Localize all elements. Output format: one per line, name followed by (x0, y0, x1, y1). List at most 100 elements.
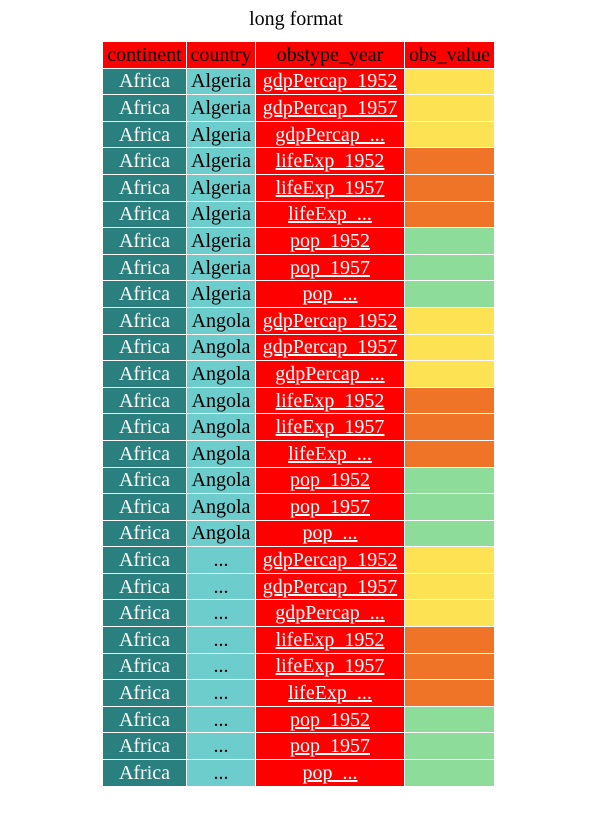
table-row: Africa Algeria lifeExp_1957 (102, 173, 495, 202)
cell-obs-value (404, 360, 495, 388)
cell-continent: Africa (102, 360, 187, 388)
cell-country: Angola (186, 413, 256, 441)
cell-continent: Africa (102, 732, 187, 761)
cell-obs-value (404, 253, 495, 282)
table-row: Africa Angola lifeExp_... (102, 439, 495, 468)
cell-country: ... (186, 572, 256, 601)
cell-continent: Africa (102, 253, 187, 282)
cell-continent: Africa (102, 386, 187, 415)
table-row: Africa... gdpPercap_1952 (102, 546, 495, 574)
cell-obs-value (404, 572, 495, 601)
cell-country: Algeria (186, 67, 256, 96)
cell-obstype-year: lifeExp_... (255, 200, 405, 229)
cell-obs-value (404, 386, 495, 415)
cell-continent: Africa (102, 626, 187, 654)
cell-obstype-year: lifeExp_... (255, 439, 405, 468)
cell-country: ... (186, 652, 256, 681)
table-row: Africa... lifeExp_1957 (102, 652, 495, 681)
cell-continent: Africa (102, 413, 187, 441)
table-row: Africa Angola pop_1952 (102, 466, 495, 495)
cell-continent: Africa (102, 493, 187, 521)
cell-continent: Africa (102, 679, 187, 707)
cell-obs-value (404, 652, 495, 681)
table-row: Africa... lifeExp_1952 (102, 626, 495, 654)
cell-continent: Africa (102, 546, 187, 574)
obstype-year-label: lifeExp_1952 (275, 628, 385, 651)
cell-obstype-year: lifeExp_1952 (255, 386, 405, 415)
header-country: country (186, 41, 256, 69)
cell-country: Angola (186, 519, 256, 548)
cell-country: Algeria (186, 147, 256, 175)
cell-country: Algeria (186, 280, 256, 308)
cell-obstype-year: pop_1957 (255, 253, 405, 282)
table-row: Africa... pop_... (102, 759, 495, 787)
cell-obstype-year: lifeExp_1957 (255, 173, 405, 202)
cell-country: Algeria (186, 200, 256, 229)
cell-country: ... (186, 599, 256, 628)
cell-continent: Africa (102, 227, 187, 255)
obstype-year-label: lifeExp_... (288, 682, 372, 705)
obstype-year-label: lifeExp_1957 (275, 416, 385, 439)
table-row: Africa Algeria lifeExp_... (102, 200, 495, 229)
cell-obstype-year: gdpPercap_... (255, 599, 405, 628)
cell-continent: Africa (102, 67, 187, 96)
cell-obstype-year: lifeExp_1957 (255, 413, 405, 441)
cell-obs-value (404, 413, 495, 441)
cell-obs-value (404, 67, 495, 96)
cell-obs-value (404, 626, 495, 654)
header-obstype-year: obstype_year (255, 41, 405, 69)
cell-obstype-year: gdpPercap_1957 (255, 94, 405, 122)
obstype-year-label: gdpPercap_1952 (262, 549, 398, 572)
cell-obs-value (404, 200, 495, 229)
table-row: Africa... gdpPercap_1957 (102, 572, 495, 601)
cell-obs-value (404, 599, 495, 628)
obstype-year-label: pop_... (302, 761, 358, 784)
table-row: Africa Angola gdpPercap_1952 (102, 306, 495, 335)
cell-obstype-year: pop_... (255, 759, 405, 787)
cell-continent: Africa (102, 173, 187, 202)
cell-obs-value (404, 546, 495, 574)
cell-continent: Africa (102, 306, 187, 335)
cell-obstype-year: lifeExp_1952 (255, 626, 405, 654)
table-row: Africa Angola gdpPercap_... (102, 360, 495, 388)
obstype-year-label: gdpPercap_... (275, 123, 385, 146)
cell-continent: Africa (102, 599, 187, 628)
obstype-year-label: gdpPercap_1957 (262, 336, 398, 359)
cell-obs-value (404, 120, 495, 149)
cell-obstype-year: lifeExp_1957 (255, 652, 405, 681)
cell-continent: Africa (102, 147, 187, 175)
obstype-year-label: lifeExp_1957 (275, 176, 385, 199)
obstype-year-label: gdpPercap_1952 (262, 70, 398, 93)
cell-obstype-year: gdpPercap_1952 (255, 67, 405, 96)
cell-obs-value (404, 439, 495, 468)
cell-obstype-year: gdpPercap_1957 (255, 333, 405, 362)
obstype-year-label: pop_... (302, 522, 358, 545)
cell-continent: Africa (102, 652, 187, 681)
cell-continent: Africa (102, 466, 187, 495)
header-continent: continent (102, 41, 187, 69)
table-row: Africa Algeria gdpPercap_1952 (102, 67, 495, 96)
obstype-year-label: lifeExp_... (288, 203, 372, 226)
cell-obs-value (404, 679, 495, 707)
cell-obstype-year: pop_... (255, 519, 405, 548)
cell-country: Angola (186, 439, 256, 468)
cell-country: Algeria (186, 253, 256, 282)
obstype-year-label: gdpPercap_1957 (262, 575, 398, 598)
table-row: Africa... pop_1952 (102, 705, 495, 734)
cell-country: Algeria (186, 94, 256, 122)
obstype-year-label: gdpPercap_1957 (262, 96, 398, 119)
table-row: Africa Algeria pop_1952 (102, 227, 495, 255)
obstype-year-label: pop_1957 (290, 256, 370, 279)
cell-obs-value (404, 759, 495, 787)
cell-country: ... (186, 546, 256, 574)
cell-obstype-year: gdpPercap_1957 (255, 572, 405, 601)
cell-obs-value (404, 705, 495, 734)
header-obs-value: obs_value (404, 41, 495, 69)
long-format-table: continent country obstype_year obs_value… (102, 41, 495, 787)
header-row: continent country obstype_year obs_value (102, 41, 495, 69)
table-row: Africa Algeria pop_... (102, 280, 495, 308)
cell-obs-value (404, 306, 495, 335)
table-row: Africa Algeria gdpPercap_... (102, 120, 495, 149)
obstype-year-label: pop_1957 (290, 495, 370, 518)
cell-obstype-year: gdpPercap_... (255, 120, 405, 149)
